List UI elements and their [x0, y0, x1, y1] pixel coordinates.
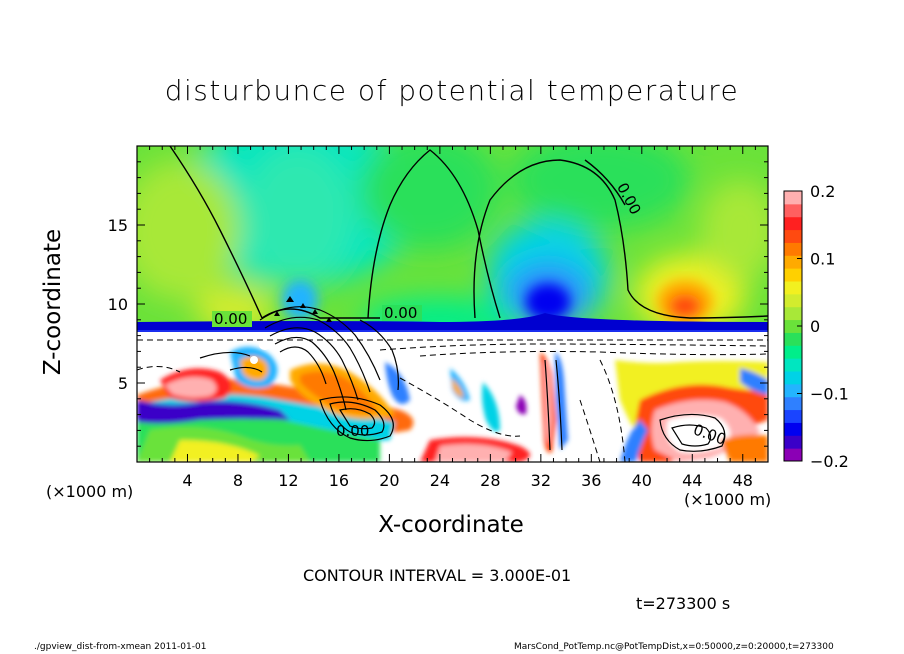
- colorbar-tick-label: −0.1: [810, 385, 849, 404]
- colorbar-segment: [784, 242, 802, 256]
- x-tick-label: 40: [632, 471, 652, 490]
- x-unit-label-left: (×1000 m): [46, 482, 134, 501]
- x-tick-label: 44: [682, 471, 702, 490]
- x-tick-label: 20: [379, 471, 399, 490]
- x-tick-label: 48: [733, 471, 753, 490]
- contour-label: 0.00: [214, 310, 247, 328]
- x-tick-label: 12: [278, 471, 298, 490]
- y-tick-label: 5: [118, 374, 128, 393]
- colorbar-segment: [784, 203, 802, 218]
- chart-title: disturbunce of potential temperature: [164, 74, 740, 107]
- colorbar-segment: [784, 358, 802, 372]
- time-label: t=273300 s: [636, 594, 731, 613]
- y-tick-label: 15: [108, 216, 128, 235]
- x-tick-label: 32: [531, 471, 551, 490]
- colorbar-segment: [784, 229, 802, 243]
- footer-left: ./gpview_dist-from-xmean 2011-01-01: [34, 642, 207, 652]
- y-axis-ticks: 5 10 15: [108, 161, 768, 447]
- colorbar-segment: [784, 448, 802, 462]
- colorbar-segment: [784, 435, 802, 449]
- x-tick-label: 36: [581, 471, 601, 490]
- colorbar-segment: [784, 268, 802, 282]
- x-tick-label: 4: [182, 471, 192, 490]
- colorbar-segment: [784, 216, 802, 231]
- colorbar-tick-label: 0.1: [810, 250, 835, 269]
- colorbar-segment: [784, 409, 802, 423]
- colorbar-segment: [784, 383, 802, 398]
- x-axis-label: X-coordinate: [378, 512, 524, 538]
- contour-label: 0.00: [384, 304, 417, 322]
- colorbar-tick-label: 0.2: [810, 182, 835, 201]
- colorbar-segment: [784, 255, 802, 269]
- heatmap-field: [137, 146, 768, 462]
- colorbar-ticks: 0.2 0.1 0 −0.1 −0.2: [797, 182, 849, 471]
- colorbar-segment: [784, 293, 802, 308]
- footer-right: MarsCond_PotTemp.nc@PotTempDist,x=0:5000…: [514, 642, 834, 652]
- colorbar-segment: [784, 371, 802, 385]
- x-axis-ticks: 4 8 12 16 20 24 28 32 36 40 44 48: [149, 146, 756, 490]
- colorbar-segment: [784, 319, 802, 333]
- y-tick-label: 10: [108, 295, 128, 314]
- colorbar-segment: [784, 281, 802, 295]
- colorbar-segment: [784, 422, 802, 436]
- x-tick-label: 24: [430, 471, 450, 490]
- colorbar-segment: [784, 396, 802, 411]
- x-tick-label: 8: [233, 471, 243, 490]
- x-tick-label: 28: [480, 471, 500, 490]
- colorbar-segment: [784, 306, 802, 321]
- colorbar-segment: [784, 332, 802, 346]
- contour-interval-text: CONTOUR INTERVAL = 3.000E-01: [303, 566, 572, 585]
- x-tick-label: 16: [329, 471, 349, 490]
- colorbar-tick-label: 0: [810, 317, 820, 336]
- contour-label: 0.00: [336, 422, 369, 440]
- colorbar-tick-label: −0.2: [810, 452, 849, 471]
- colorbar-segment: [784, 345, 802, 359]
- x-unit-label-right: (×1000 m): [684, 490, 772, 509]
- colorbar-segment: [784, 191, 802, 205]
